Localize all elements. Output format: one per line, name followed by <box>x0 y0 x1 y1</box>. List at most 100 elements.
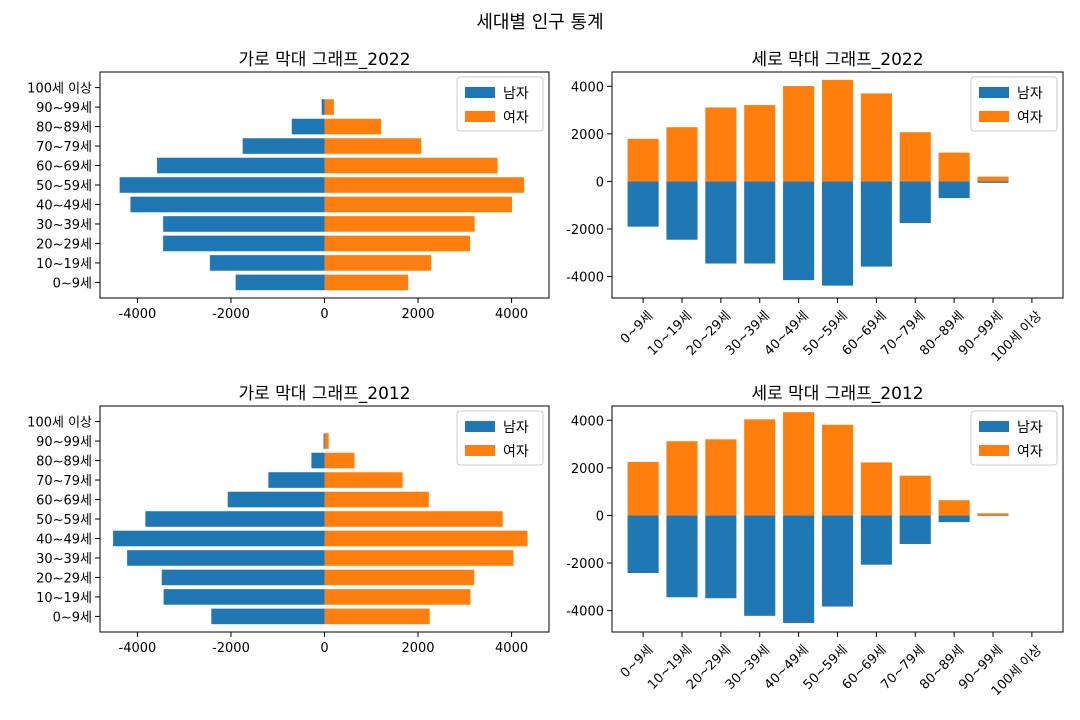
legend-box <box>971 77 1057 131</box>
bar-female <box>628 462 659 516</box>
panel-3: -4000 -2000 0 2000 4000 0~9세 10~19세 20~29세 30~39… <box>27 384 549 656</box>
y-tick-label: 30~39세 <box>36 218 92 233</box>
panel-title: 가로 막대 그래프_2012 <box>238 384 410 404</box>
bar-female <box>325 99 334 115</box>
y-tick-label: 100세 이상 <box>27 82 92 97</box>
y-tick-label: 80~89세 <box>36 455 92 470</box>
bar-male <box>243 138 325 154</box>
legend-swatch-female <box>979 445 1009 456</box>
bar-male <box>744 181 775 263</box>
y-tick-label: 2000 <box>571 128 604 143</box>
y-tick-label: 40~49세 <box>36 532 92 547</box>
y-tick-label: 90~99세 <box>36 101 92 116</box>
x-tick-label: -4000 <box>119 307 157 322</box>
y-tick-label: 0~9세 <box>53 610 92 625</box>
y-tick-label: 20~29세 <box>36 237 92 252</box>
x-tick-label: -2000 <box>212 307 250 322</box>
bar-male <box>939 181 970 198</box>
bar-female <box>325 531 528 547</box>
bar-male <box>130 197 324 213</box>
bar-male <box>127 550 324 566</box>
legend-swatch-male <box>979 87 1009 98</box>
bar-female <box>325 492 429 508</box>
x-tick-label: 2000 <box>401 641 434 656</box>
bar-male <box>120 177 325 193</box>
bar-female <box>325 609 430 625</box>
panel-1: -4000 -2000 0 2000 40000~9세10~19세20~29세30~39… <box>27 50 549 322</box>
y-tick-label: 10~19세 <box>36 591 92 606</box>
bar-female <box>822 425 853 516</box>
bar-female <box>325 570 475 586</box>
bar-male <box>311 453 324 469</box>
bar-male <box>900 515 931 544</box>
y-tick-label: 10~19세 <box>36 257 92 272</box>
bar-female <box>325 275 409 291</box>
legend-box <box>457 77 543 131</box>
bar-female <box>325 453 355 469</box>
legend-label: 여자 <box>503 110 529 126</box>
y-tick-label: -4000 <box>566 271 604 286</box>
y-tick-label: -2000 <box>566 557 604 572</box>
legend-swatch-female <box>979 111 1009 122</box>
bar-male <box>268 472 324 488</box>
y-tick-label: 4000 <box>571 414 604 429</box>
bar-male <box>211 609 324 625</box>
bar-female <box>325 255 432 271</box>
bar-female <box>822 80 853 182</box>
y-tick-label: 60~69세 <box>36 160 92 175</box>
legend-label: 남자 <box>1017 86 1043 102</box>
bar-female <box>325 216 475 232</box>
x-tick-label: 0 <box>320 307 328 322</box>
bar-male <box>162 570 325 586</box>
y-tick-label: 0~9세 <box>53 276 92 291</box>
bar-male <box>705 515 736 598</box>
x-tick-label: -4000 <box>119 641 157 656</box>
bar-female <box>744 419 775 515</box>
bar-male <box>163 236 324 252</box>
bar-female <box>325 511 503 527</box>
x-tick-label: -2000 <box>212 641 250 656</box>
bar-male <box>822 515 853 606</box>
x-tick-label: 4000 <box>495 641 528 656</box>
bar-male <box>628 181 659 226</box>
legend-swatch-female <box>465 445 495 456</box>
legend-box <box>457 411 543 465</box>
bar-female <box>744 105 775 181</box>
y-tick-label: 70~79세 <box>36 140 92 155</box>
bar-male <box>861 515 892 564</box>
bar-female <box>666 441 697 515</box>
panel-2: -4000-20000200040000~9세10~19세20~29세30~39… <box>566 50 1063 365</box>
bar-female <box>783 86 814 181</box>
y-tick-label: 2000 <box>571 462 604 477</box>
bar-male <box>324 433 325 449</box>
bar-female <box>783 412 814 515</box>
panel-4: -4000-20000200040000~9세10~19세20~29세30~39… <box>566 384 1063 699</box>
bar-female <box>325 138 422 154</box>
bar-male <box>666 515 697 597</box>
bar-female <box>977 513 1008 515</box>
bar-female <box>325 177 525 193</box>
y-tick-label: 30~39세 <box>36 552 92 567</box>
bar-female <box>325 433 329 449</box>
y-tick-label: 70~79세 <box>36 474 92 489</box>
panel-title: 세로 막대 그래프_2012 <box>751 384 923 404</box>
bar-male <box>628 515 659 573</box>
panel-title: 세로 막대 그래프_2022 <box>751 50 923 70</box>
bar-female <box>939 500 970 515</box>
bar-male <box>157 158 324 174</box>
y-tick-label: -4000 <box>566 605 604 620</box>
legend-swatch-male <box>979 421 1009 432</box>
bar-male <box>939 515 970 522</box>
legend-label: 여자 <box>1017 444 1043 460</box>
legend-swatch-female <box>465 111 495 122</box>
bar-female <box>705 107 736 181</box>
bar-female <box>705 439 736 515</box>
legend-label: 남자 <box>503 86 529 102</box>
x-tick-label: 0 <box>320 641 328 656</box>
y-tick-label: 0 <box>596 509 604 524</box>
y-tick-label: 50~59세 <box>36 513 92 528</box>
bar-female <box>325 550 514 566</box>
y-tick-label: 80~89세 <box>36 121 92 136</box>
legend-label: 남자 <box>503 420 529 436</box>
